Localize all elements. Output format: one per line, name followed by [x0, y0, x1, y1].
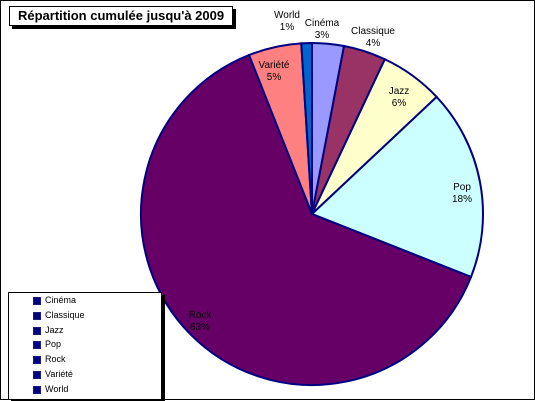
slice-label-name-classique: Classique: [351, 26, 395, 37]
legend-item-rock: Rock: [9, 352, 161, 367]
legend-label: Jazz: [45, 324, 64, 335]
legend-swatch: [33, 370, 41, 379]
legend-swatch: [33, 311, 41, 320]
legend-item-classique: Classique: [9, 308, 161, 323]
chart-title: Répartition cumulée jusqu'à 2009: [9, 6, 234, 26]
legend-item-variété: Variété: [9, 367, 161, 382]
legend-swatch: [33, 297, 41, 305]
slice-label-value-pop: 18%: [452, 194, 472, 205]
slice-label-name-cinéma: Cinéma: [305, 18, 340, 29]
pie-slice-rock: [139, 53, 473, 387]
slice-label-value-world: 1%: [280, 22, 295, 33]
slice-label-value-variété: 5%: [267, 72, 282, 83]
slice-label-value-rock: 63%: [190, 322, 210, 333]
slice-label-value-classique: 4%: [366, 38, 381, 49]
slice-label-name-pop: Pop: [453, 182, 471, 193]
slice-label-value-jazz: 6%: [392, 98, 407, 109]
legend-label: Cinéma: [45, 295, 77, 305]
legend-swatch: [33, 356, 41, 365]
legend-label: Pop: [45, 339, 62, 350]
legend-label: Variété: [45, 368, 73, 379]
legend-item-cinéma: Cinéma: [9, 293, 161, 308]
legend: Cinéma Classique Jazz Pop Rock Variété World: [8, 292, 162, 400]
slice-label-name-variété: Variété: [259, 60, 290, 71]
legend-label: Classique: [45, 309, 85, 320]
legend-label: Rock: [45, 354, 66, 365]
legend-swatch: [33, 341, 41, 350]
pie-slice-world: [300, 41, 313, 215]
slice-label-value-cinéma: 3%: [315, 30, 330, 41]
pie-slice-pop: [310, 95, 484, 279]
legend-swatch: [33, 385, 41, 394]
legend-item-world: World: [9, 382, 161, 397]
legend-item-pop: Pop: [9, 337, 161, 352]
legend-swatch: [33, 326, 41, 335]
slice-label-name-world: World: [274, 10, 300, 21]
legend-label: World: [45, 383, 69, 394]
chart-title-text: Répartition cumulée jusqu'à 2009: [18, 8, 225, 23]
slice-label-name-rock: Rock: [189, 310, 213, 321]
legend-item-jazz: Jazz: [9, 323, 161, 338]
slice-label-name-jazz: Jazz: [389, 86, 410, 97]
